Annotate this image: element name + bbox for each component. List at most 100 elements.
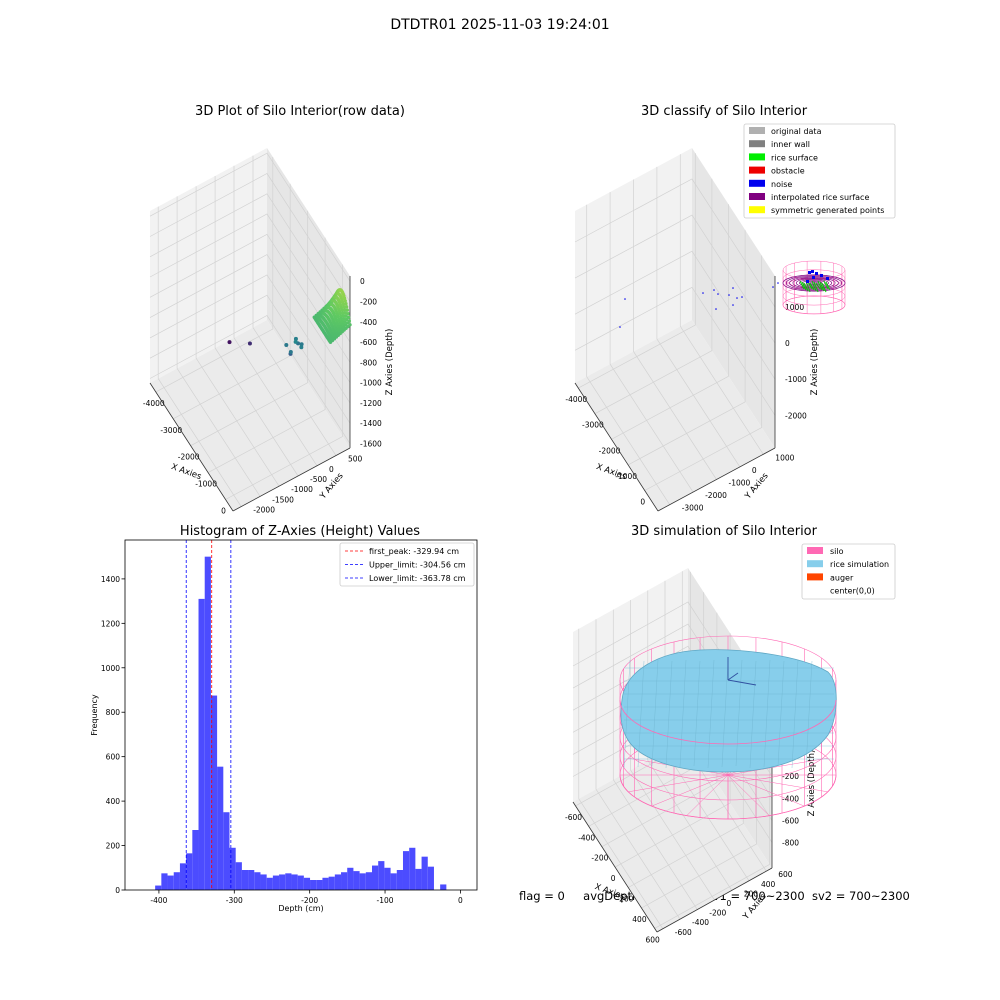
- legend-frame: [801, 543, 896, 600]
- histogram-bar: [161, 873, 168, 890]
- panel2-title: 3D classify of Silo Interior: [640, 104, 808, 119]
- legend-swatch: [749, 127, 765, 134]
- legend-frame: [743, 123, 896, 219]
- legend-label: Upper_limit: -304.56 cm: [369, 561, 466, 570]
- y-tick-label: 1000: [101, 664, 120, 673]
- y-gridline: [586, 204, 670, 505]
- y-tick-label: 1200: [101, 619, 120, 628]
- histogram-bar: [384, 867, 391, 890]
- z-tick-label: -1400: [360, 419, 382, 428]
- rice-surface-point: [817, 280, 823, 291]
- x-tick-label: 0: [640, 498, 645, 507]
- x-axis-line: [149, 382, 234, 512]
- surface-point: [344, 302, 348, 306]
- histogram-bar: [266, 877, 273, 890]
- z-tick-label: -2000: [785, 411, 807, 420]
- data-point: [293, 339, 298, 344]
- z-gridline: [574, 214, 776, 344]
- silo-floor-spoke: [727, 774, 805, 807]
- y-tick-label: -2000: [705, 491, 727, 500]
- histogram-bar: [279, 874, 286, 890]
- noise-point: [741, 296, 743, 298]
- x-tick-label: -600: [565, 813, 582, 822]
- z-gridline: [574, 178, 776, 308]
- y-tick-label: 1000: [775, 453, 794, 462]
- histogram-bar: [229, 847, 236, 890]
- z-gridline: [149, 315, 351, 444]
- y-tick-label: 600: [106, 753, 121, 762]
- legend-swatch: [749, 166, 765, 174]
- legend-swatch: [807, 547, 823, 554]
- y-axis-line: [232, 447, 351, 512]
- surface-point: [344, 314, 348, 318]
- x-gridline: [644, 255, 763, 491]
- x-tick-label: 0: [611, 874, 616, 883]
- z-tick-label: 0: [785, 339, 790, 348]
- z-axis-label: Z Axies (Depth): [807, 750, 817, 817]
- data-point: [227, 340, 232, 345]
- figure-title: DTDTR01 2025-11-03 19:24:01: [390, 17, 610, 33]
- surface-point: [346, 311, 350, 316]
- legend-label: auger: [830, 573, 854, 582]
- x-axis-label: X Axies: [593, 882, 626, 902]
- y-tick-label: -400: [692, 918, 709, 927]
- z-tick-label: -600: [360, 338, 377, 347]
- z-axis-label: Z Axies (Depth): [385, 329, 395, 396]
- y-axis-line: [656, 867, 773, 933]
- rice-mesh-line: [777, 660, 785, 767]
- histogram-bar: [210, 695, 218, 890]
- y-tick-label: -2000: [253, 506, 275, 515]
- z-tick-label: -200: [782, 772, 799, 781]
- silo-floor-spoke: [651, 774, 729, 807]
- histogram-bar: [310, 880, 317, 890]
- y-tick-label: 200: [744, 889, 759, 898]
- silo-floor-spoke: [727, 774, 770, 816]
- rice-surface-point: [823, 280, 829, 290]
- x-gridline: [627, 229, 746, 466]
- rice-mesh-line: [763, 659, 771, 768]
- simulation-legend: silo rice simulation auger center(0,0): [801, 543, 896, 600]
- x-gridline: [594, 178, 713, 415]
- surface-point: [340, 308, 344, 312]
- histogram-bar: [347, 867, 354, 890]
- surface-point: [348, 323, 352, 327]
- histogram-bar: [359, 873, 366, 890]
- rice-surface-point: [819, 281, 825, 292]
- rice-mesh-line: [665, 660, 673, 769]
- rice-mesh-line: [749, 660, 757, 769]
- x-tick-label: 400: [632, 915, 647, 924]
- y-tick-label: 0: [752, 466, 757, 475]
- histogram-bar: [303, 877, 311, 890]
- y-gridline: [214, 176, 299, 477]
- rice-surface-point: [803, 282, 809, 292]
- histogram-bar: [223, 812, 230, 890]
- noise-point: [806, 280, 809, 283]
- surface-point: [341, 314, 346, 318]
- histogram-bar: [217, 766, 224, 890]
- y-gridline: [679, 154, 764, 455]
- y-tick-label: -500: [310, 475, 327, 484]
- z-tick-label: -400: [360, 318, 377, 327]
- x-gridline: [173, 183, 291, 420]
- legend-label: first_peak: -329.94 cm: [369, 547, 459, 556]
- y-axis-label: Frequency: [90, 694, 99, 736]
- y-gridline: [656, 166, 741, 468]
- legend-label: silo: [830, 547, 844, 556]
- surface-point: [341, 311, 345, 315]
- rice-surface-point: [825, 281, 831, 291]
- floor-pane: [150, 320, 350, 511]
- noise-point: [826, 277, 829, 280]
- silo-ring: [782, 295, 846, 315]
- interpolated-rice-surface: [785, 275, 843, 291]
- data-point: [293, 336, 298, 341]
- y-tick-label: -3000: [682, 504, 704, 513]
- histogram-bar: [198, 598, 205, 890]
- rice-mesh-line: [805, 660, 813, 768]
- surface-point: [344, 317, 349, 322]
- y-gridline: [595, 619, 681, 920]
- x-tick-label: -400: [578, 833, 595, 842]
- surface-point: [347, 319, 352, 323]
- histogram-bar: [241, 870, 249, 890]
- histogram-bar: [192, 830, 199, 890]
- rice-surface-point: [801, 281, 807, 291]
